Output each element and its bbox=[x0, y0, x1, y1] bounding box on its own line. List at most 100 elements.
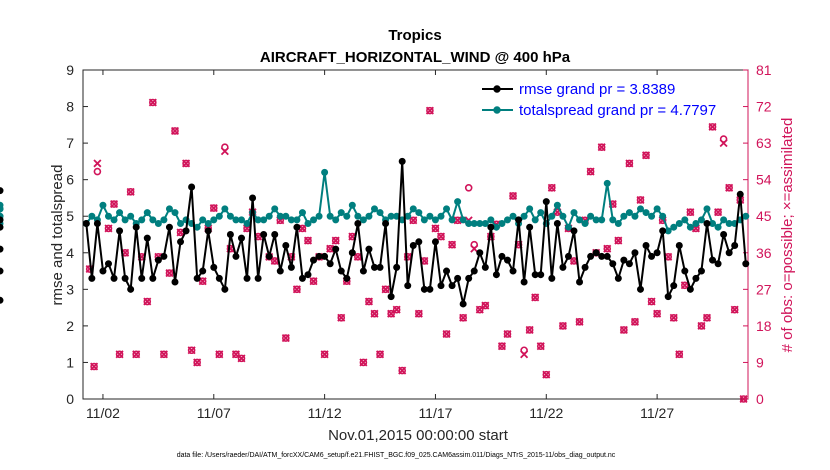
x-tick-label: 11/07 bbox=[197, 405, 231, 421]
rmse-point bbox=[326, 260, 334, 268]
rmse-point bbox=[620, 256, 628, 264]
totalspread-point bbox=[348, 201, 356, 209]
rmse-point bbox=[376, 263, 384, 271]
obs-possible-marker bbox=[536, 342, 545, 350]
obs-possible-marker bbox=[548, 183, 556, 192]
totalspread-point bbox=[265, 212, 273, 220]
obs-assimilated-marker bbox=[115, 350, 124, 359]
totalspread-point bbox=[88, 212, 96, 220]
obs-possible-marker bbox=[215, 350, 224, 359]
obs-assimilated-marker bbox=[702, 313, 712, 322]
obs-assimilated-marker bbox=[320, 350, 329, 359]
rmse-point bbox=[254, 274, 262, 282]
rmse-point bbox=[243, 274, 251, 282]
totalspread-point bbox=[110, 216, 118, 224]
obs-assimilated-marker bbox=[126, 187, 135, 196]
totalspread-point bbox=[443, 205, 451, 213]
y-tick-label-right: 72 bbox=[756, 99, 772, 115]
obs-assimilated-marker bbox=[165, 269, 174, 278]
totalspread-point bbox=[526, 205, 534, 213]
totalspread-point bbox=[154, 220, 162, 228]
obs-possible-marker bbox=[481, 301, 490, 310]
obs-assimilated-marker bbox=[90, 362, 99, 371]
rmse-point bbox=[526, 223, 534, 231]
totalspread-point bbox=[116, 209, 124, 217]
rmse-point bbox=[448, 282, 456, 290]
obs-possible-marker bbox=[409, 216, 418, 225]
obs-assimilated-marker bbox=[170, 126, 180, 135]
totalspread-point bbox=[221, 205, 229, 213]
rmse-point bbox=[659, 227, 667, 235]
obs-possible-marker bbox=[126, 188, 135, 196]
obs-assimilated-marker bbox=[719, 139, 728, 148]
rmse-point bbox=[487, 223, 495, 231]
rmse-point bbox=[459, 300, 467, 308]
totalspread-point bbox=[127, 212, 135, 220]
obs-assimilated-marker bbox=[503, 329, 512, 339]
obs-possible-marker bbox=[647, 297, 656, 306]
obs-assimilated-marker bbox=[525, 325, 534, 334]
x-tick-label: 11/27 bbox=[640, 405, 674, 421]
rmse-point bbox=[736, 190, 744, 198]
totalspread-point bbox=[343, 212, 351, 220]
obs-possible-marker bbox=[586, 167, 595, 176]
rmse-point bbox=[204, 227, 212, 235]
totalspread-point bbox=[437, 212, 445, 220]
obs-possible-marker bbox=[387, 309, 395, 318]
obs-possible-marker bbox=[625, 159, 634, 168]
obs-assimilated-marker bbox=[448, 240, 457, 249]
obs-assimilated-marker bbox=[292, 285, 301, 294]
totalspread-point bbox=[304, 220, 312, 228]
totalspread-point bbox=[298, 209, 306, 217]
x-tick-label: 11/02 bbox=[86, 405, 120, 421]
totalspread-point bbox=[448, 216, 456, 224]
obs-possible-marker bbox=[442, 330, 451, 338]
rmse-point bbox=[365, 245, 373, 253]
totalspread-point bbox=[631, 212, 639, 220]
totalspread-point bbox=[160, 216, 168, 224]
obs-possible-marker bbox=[503, 330, 512, 338]
totalspread-point bbox=[659, 212, 667, 220]
obs-possible-marker bbox=[182, 159, 190, 168]
rmse-point bbox=[642, 241, 650, 249]
rmse-point bbox=[193, 274, 201, 282]
totalspread-point bbox=[271, 205, 279, 213]
obs-assimilated-marker bbox=[531, 293, 540, 302]
totalspread-point bbox=[548, 212, 556, 220]
rmse-point bbox=[675, 241, 683, 249]
rmse-point bbox=[553, 220, 561, 228]
y-tick-label-left: 0 bbox=[66, 391, 74, 407]
legend-marker-totalspread bbox=[493, 106, 501, 114]
totalspread-point bbox=[509, 212, 517, 220]
totalspread-point bbox=[420, 216, 428, 224]
totalspread-point bbox=[99, 201, 107, 209]
rmse-point bbox=[570, 227, 578, 235]
obs-assimilated-marker bbox=[536, 342, 545, 351]
rmse-point bbox=[409, 241, 417, 249]
totalspread-point bbox=[165, 205, 173, 213]
totalspread-point bbox=[498, 220, 506, 228]
y-tick-label-right: 9 bbox=[756, 354, 764, 370]
rmse-point bbox=[0, 296, 4, 304]
obs-assimilated-marker bbox=[481, 301, 490, 310]
rmse-point bbox=[93, 220, 101, 228]
totalspread-point bbox=[670, 223, 678, 231]
rmse-point bbox=[138, 274, 146, 282]
totalspread-point bbox=[121, 216, 129, 224]
rmse-point bbox=[154, 256, 162, 264]
totalspread-point bbox=[326, 212, 334, 220]
rmse-point bbox=[692, 274, 700, 282]
totalspread-point bbox=[243, 220, 251, 228]
obs-assimilated-marker bbox=[436, 232, 446, 241]
rmse-point bbox=[177, 238, 185, 246]
obs-assimilated-marker bbox=[364, 297, 373, 306]
totalspread-point bbox=[576, 216, 584, 224]
totalspread-point bbox=[177, 220, 185, 228]
rmse-point bbox=[686, 285, 694, 293]
obs-possible-marker bbox=[686, 208, 695, 216]
obs-assimilated-marker bbox=[209, 204, 218, 213]
obs-possible-marker bbox=[431, 224, 440, 233]
totalspread-point bbox=[636, 205, 644, 213]
rmse-point bbox=[182, 227, 190, 235]
